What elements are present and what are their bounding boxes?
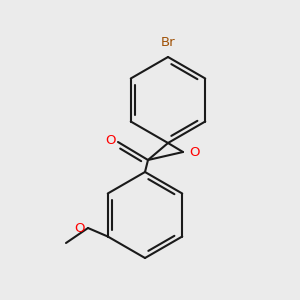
- Text: O: O: [189, 146, 200, 158]
- Text: O: O: [105, 134, 115, 146]
- Text: O: O: [74, 221, 85, 235]
- Text: Br: Br: [161, 36, 175, 49]
